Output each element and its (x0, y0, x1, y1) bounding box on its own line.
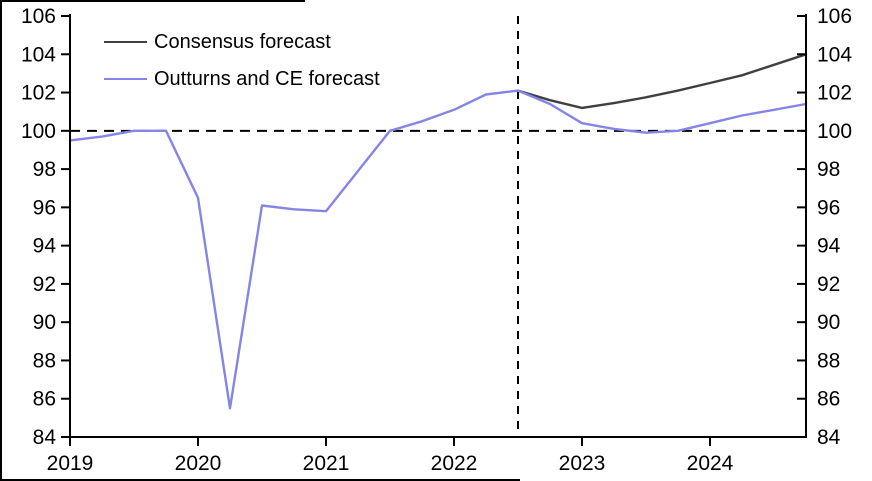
image-border-top (0, 0, 305, 2)
y-axis-tick-label-left: 106 (21, 5, 56, 28)
y-axis-tick-label-left: 98 (33, 158, 56, 181)
legend: Consensus forecast Outturns and CE forec… (104, 30, 380, 104)
legend-item-consensus: Consensus forecast (104, 30, 380, 54)
y-axis-tick-label-right: 104 (817, 43, 852, 66)
x-axis-tick-label: 2020 (175, 452, 222, 475)
consensus-line-sample (104, 41, 147, 43)
y-axis-tick-label-right: 106 (817, 5, 852, 28)
x-axis-tick-label: 2023 (559, 452, 606, 475)
y-axis-tick-label-right: 96 (817, 196, 840, 219)
image-border-bottom (0, 479, 520, 481)
y-axis-tick-label-left: 96 (33, 196, 56, 219)
y-axis-tick-label-right: 100 (817, 120, 852, 143)
y-axis-tick-label-left: 92 (33, 273, 56, 296)
y-axis-tick-label-left: 94 (33, 235, 57, 258)
y-axis-tick-label-left: 86 (33, 388, 56, 411)
y-axis-tick-label-right: 90 (817, 311, 840, 334)
image-border-left (0, 0, 2, 481)
y-axis-tick-label-left: 104 (21, 43, 56, 66)
outturns-line-sample (104, 78, 147, 80)
y-axis-tick-label-right: 84 (817, 426, 841, 449)
y-axis-tick-label-right: 102 (817, 82, 852, 105)
y-axis-tick-label-right: 88 (817, 349, 840, 372)
y-axis-tick-label-right: 86 (817, 388, 840, 411)
legend-label-outturns: Outturns and CE forecast (154, 67, 380, 90)
y-axis-tick-label-right: 94 (817, 235, 841, 258)
y-axis-tick-label-right: 92 (817, 273, 840, 296)
y-axis-tick-label-left: 88 (33, 349, 56, 372)
x-axis-tick-label: 2022 (431, 452, 478, 475)
y-axis-tick-label-left: 100 (21, 120, 56, 143)
x-axis-tick-label: 2024 (687, 452, 734, 475)
y-axis-tick-label-left: 90 (33, 311, 56, 334)
legend-label-consensus: Consensus forecast (154, 30, 331, 53)
consensus-forecast-line (516, 53, 808, 110)
outturns-ce-forecast-line (68, 89, 808, 410)
y-axis-tick-label-right: 98 (817, 158, 840, 181)
legend-item-outturns: Outturns and CE forecast (104, 67, 380, 91)
x-axis-tick-label: 2019 (47, 452, 94, 475)
y-axis-tick-label-left: 84 (33, 426, 57, 449)
y-axis-tick-label-left: 102 (21, 82, 56, 105)
x-axis-tick-label: 2021 (303, 452, 350, 475)
